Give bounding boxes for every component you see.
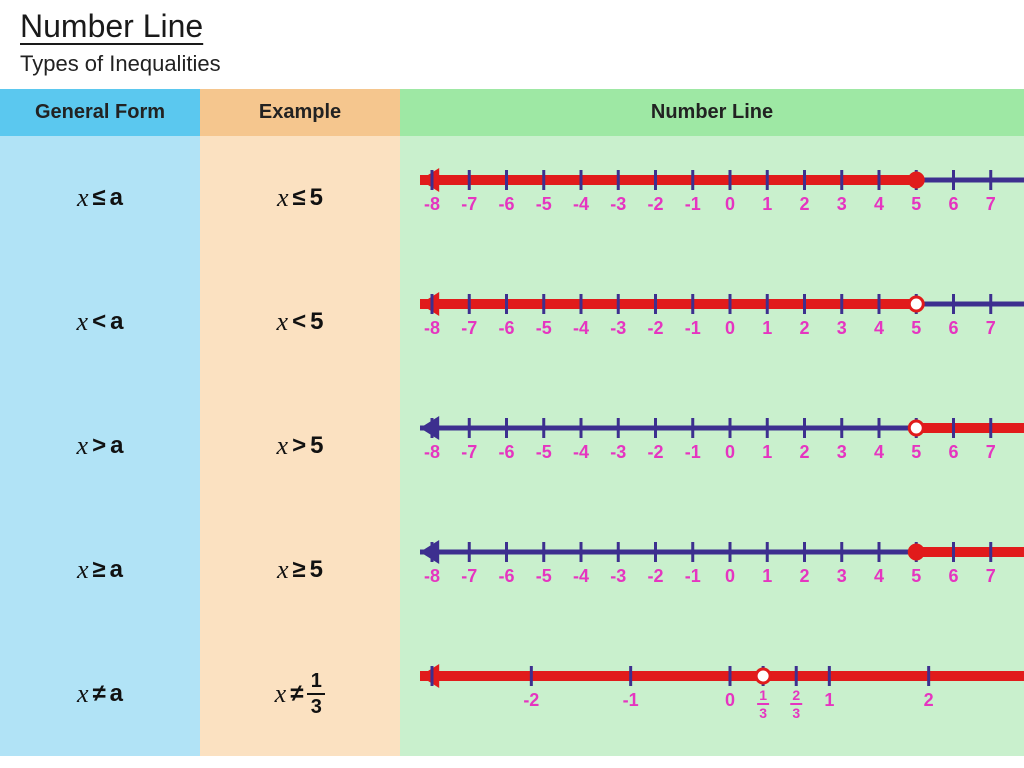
svg-text:0: 0 — [725, 442, 735, 462]
svg-text:0: 0 — [725, 194, 735, 214]
svg-text:7: 7 — [986, 194, 996, 214]
svg-text:1: 1 — [762, 442, 772, 462]
number-line-cell: -2 -1 0 1 3 2 3 1 2 — [400, 632, 1024, 756]
svg-text:6: 6 — [948, 442, 958, 462]
general-form-cell: x≤a — [0, 136, 200, 260]
svg-text:5: 5 — [911, 318, 921, 338]
svg-text:-2: -2 — [647, 318, 663, 338]
number-line-svg: -8 -7 -6 -5 -4 -3 -2 -1 0 1 2 3 4 5 6 7 — [418, 530, 1024, 610]
svg-text:5: 5 — [911, 442, 921, 462]
svg-text:-7: -7 — [461, 318, 477, 338]
svg-text:1: 1 — [824, 690, 834, 710]
svg-text:0: 0 — [725, 566, 735, 586]
svg-text:6: 6 — [948, 566, 958, 586]
number-line-svg: -8 -7 -6 -5 -4 -3 -2 -1 0 1 2 3 4 5 6 7 — [418, 282, 1024, 362]
number-line-cell: -8 -7 -6 -5 -4 -3 -2 -1 0 1 2 3 4 5 6 7 — [400, 260, 1024, 384]
svg-text:-6: -6 — [498, 442, 514, 462]
svg-text:-6: -6 — [498, 318, 514, 338]
page-title: Number Line — [0, 0, 1024, 47]
svg-text:7: 7 — [986, 566, 996, 586]
svg-text:-1: -1 — [685, 318, 701, 338]
number-line-svg: -8 -7 -6 -5 -4 -3 -2 -1 0 1 2 3 4 5 6 7 — [418, 158, 1024, 238]
svg-text:-4: -4 — [573, 318, 589, 338]
svg-text:-1: -1 — [623, 690, 639, 710]
number-line-cell: -8 -7 -6 -5 -4 -3 -2 -1 0 1 2 3 4 5 6 7 — [400, 508, 1024, 632]
svg-text:0: 0 — [725, 690, 735, 710]
svg-text:3: 3 — [837, 442, 847, 462]
svg-text:-8: -8 — [424, 566, 440, 586]
number-line-cell: -8 -7 -6 -5 -4 -3 -2 -1 0 1 2 3 4 5 6 7 — [400, 136, 1024, 260]
general-form-cell: x>a — [0, 384, 200, 508]
svg-text:6: 6 — [948, 194, 958, 214]
svg-text:-2: -2 — [647, 194, 663, 214]
svg-text:-5: -5 — [536, 318, 552, 338]
svg-text:-3: -3 — [610, 318, 626, 338]
svg-text:5: 5 — [911, 566, 921, 586]
header-example: Example — [200, 89, 400, 136]
svg-text:5: 5 — [911, 194, 921, 214]
svg-text:1: 1 — [762, 318, 772, 338]
svg-text:-5: -5 — [536, 566, 552, 586]
svg-text:-3: -3 — [610, 566, 626, 586]
number-line-svg: -8 -7 -6 -5 -4 -3 -2 -1 0 1 2 3 4 5 6 7 — [418, 406, 1024, 486]
svg-text:-7: -7 — [461, 442, 477, 462]
svg-text:7: 7 — [986, 318, 996, 338]
page-subtitle: Types of Inequalities — [0, 47, 1024, 89]
svg-text:4: 4 — [874, 566, 884, 586]
svg-text:4: 4 — [874, 318, 884, 338]
svg-text:3: 3 — [837, 194, 847, 214]
svg-text:3: 3 — [792, 705, 800, 721]
example-cell: x≤5 — [200, 136, 400, 260]
svg-text:2: 2 — [799, 318, 809, 338]
svg-text:2: 2 — [799, 442, 809, 462]
svg-text:6: 6 — [948, 318, 958, 338]
svg-text:-1: -1 — [685, 442, 701, 462]
svg-text:-5: -5 — [536, 442, 552, 462]
svg-text:-1: -1 — [685, 566, 701, 586]
svg-text:-7: -7 — [461, 566, 477, 586]
svg-text:-1: -1 — [685, 194, 701, 214]
svg-text:3: 3 — [837, 566, 847, 586]
svg-text:2: 2 — [799, 566, 809, 586]
header-numberline: Number Line — [400, 89, 1024, 136]
svg-text:-6: -6 — [498, 566, 514, 586]
general-form-cell: x<a — [0, 260, 200, 384]
example-cell: x<5 — [200, 260, 400, 384]
svg-text:2: 2 — [924, 690, 934, 710]
svg-text:-3: -3 — [610, 442, 626, 462]
svg-text:2: 2 — [792, 687, 800, 703]
example-cell: x≠13 — [200, 632, 400, 756]
svg-text:1: 1 — [762, 566, 772, 586]
svg-text:3: 3 — [837, 318, 847, 338]
inequality-table: General Form Example Number Line x≤ax≤5-… — [0, 89, 1024, 756]
svg-text:-6: -6 — [498, 194, 514, 214]
number-line-cell: -8 -7 -6 -5 -4 -3 -2 -1 0 1 2 3 4 5 6 7 — [400, 384, 1024, 508]
number-line-svg: -2 -1 0 1 3 2 3 1 2 — [418, 654, 1024, 734]
svg-text:-8: -8 — [424, 194, 440, 214]
svg-text:1: 1 — [759, 687, 767, 703]
svg-text:-4: -4 — [573, 566, 589, 586]
general-form-cell: x≠a — [0, 632, 200, 756]
svg-text:-2: -2 — [647, 566, 663, 586]
svg-text:1: 1 — [762, 194, 772, 214]
svg-text:-2: -2 — [523, 690, 539, 710]
svg-text:7: 7 — [986, 442, 996, 462]
svg-text:-8: -8 — [424, 442, 440, 462]
svg-text:4: 4 — [874, 442, 884, 462]
header-general: General Form — [0, 89, 200, 136]
svg-text:-7: -7 — [461, 194, 477, 214]
svg-text:-3: -3 — [610, 194, 626, 214]
svg-text:-2: -2 — [647, 442, 663, 462]
svg-text:4: 4 — [874, 194, 884, 214]
general-form-cell: x≥a — [0, 508, 200, 632]
svg-text:-5: -5 — [536, 194, 552, 214]
svg-text:-4: -4 — [573, 442, 589, 462]
svg-text:-8: -8 — [424, 318, 440, 338]
example-cell: x≥5 — [200, 508, 400, 632]
svg-text:-4: -4 — [573, 194, 589, 214]
example-cell: x>5 — [200, 384, 400, 508]
svg-text:0: 0 — [725, 318, 735, 338]
svg-text:2: 2 — [799, 194, 809, 214]
svg-text:3: 3 — [759, 705, 767, 721]
